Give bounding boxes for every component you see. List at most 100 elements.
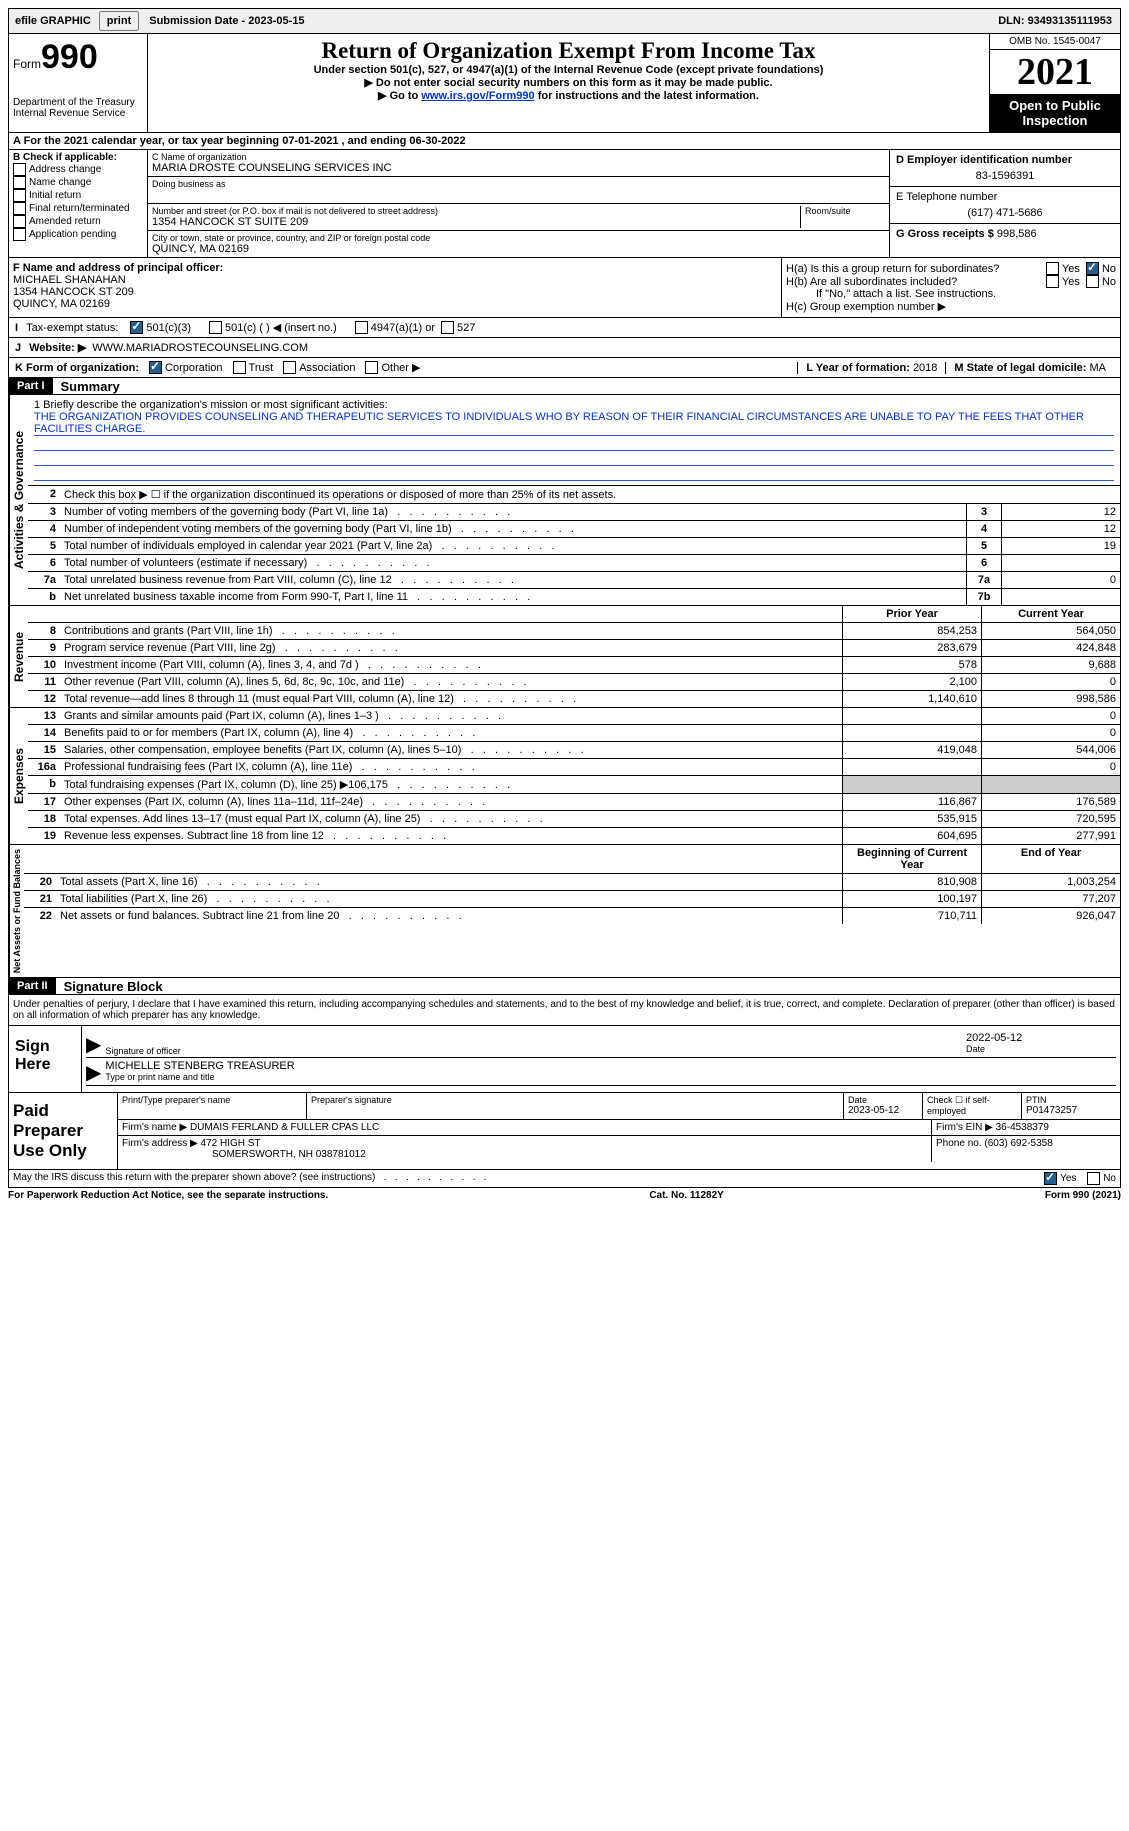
form990-link[interactable]: www.irs.gov/Form990	[421, 90, 534, 102]
line-item: 20 Total assets (Part X, line 16) 810,90…	[24, 874, 1120, 891]
form-number: 990	[41, 38, 98, 76]
city-state-zip: QUINCY, MA 02169	[152, 243, 885, 255]
check-final: Final return/terminated	[13, 202, 143, 215]
firm-addr2: SOMERSWORTH, NH 038781012	[122, 1149, 927, 1160]
part1-header: Part I Summary	[8, 378, 1121, 395]
line-item: 13 Grants and similar amounts paid (Part…	[28, 708, 1120, 725]
part2-header: Part II Signature Block	[8, 978, 1121, 995]
efile-label: efile GRAPHIC	[9, 13, 97, 29]
period-row: A For the 2021 calendar year, or tax yea…	[8, 133, 1121, 150]
paid-preparer: Paid Preparer Use Only Print/Type prepar…	[8, 1093, 1121, 1170]
irs-label: Internal Revenue Service	[13, 108, 143, 119]
submission-date: Submission Date - 2023-05-15	[141, 15, 312, 27]
officer-addr1: 1354 HANCOCK ST 209	[13, 286, 777, 298]
officer-addr2: QUINCY, MA 02169	[13, 298, 777, 310]
check-corp[interactable]	[149, 361, 162, 374]
website-url: WWW.MARIADROSTECOUNSELING.COM	[92, 342, 308, 354]
form-subtitle: Under section 501(c), 527, or 4947(a)(1)…	[152, 64, 985, 76]
firm-name: DUMAIS FERLAND & FULLER CPAS LLC	[190, 1122, 379, 1133]
col-deg: D Employer identification number 83-1596…	[890, 150, 1120, 257]
col-f: F Name and address of principal officer:…	[9, 258, 782, 317]
form-header: Form990 Department of the Treasury Inter…	[8, 34, 1121, 133]
line-item: 21 Total liabilities (Part X, line 26) 1…	[24, 891, 1120, 908]
footer: For Paperwork Reduction Act Notice, see …	[8, 1188, 1121, 1203]
tax-year: 2021	[990, 50, 1120, 94]
check-assoc[interactable]	[283, 361, 296, 374]
discuss-row: May the IRS discuss this return with the…	[8, 1170, 1121, 1188]
sign-here: Sign Here ▶ Signature of officer 2022-05…	[8, 1026, 1121, 1093]
tax-status-row: I Tax-exempt status: 501(c)(3) 501(c) ( …	[8, 318, 1121, 338]
state-domicile: MA	[1090, 362, 1107, 374]
check-527[interactable]	[441, 321, 454, 334]
firm-ein: 36-4538379	[996, 1122, 1049, 1133]
ha-yes[interactable]	[1046, 262, 1059, 275]
dln: DLN: 93493135111953	[998, 15, 1120, 27]
col-c: C Name of organization MARIA DROSTE COUN…	[148, 150, 890, 257]
discuss-no[interactable]	[1087, 1172, 1100, 1185]
line-item: 12 Total revenue—add lines 8 through 11 …	[28, 691, 1120, 707]
arrow-icon: ▶	[86, 1032, 105, 1057]
line-item: 19 Revenue less expenses. Subtract line …	[28, 828, 1120, 844]
line-item: 22 Net assets or fund balances. Subtract…	[24, 908, 1120, 924]
firm-addr1: 472 HIGH ST	[201, 1138, 261, 1149]
website-row: J Website: ▶ WWW.MARIADROSTECOUNSELING.C…	[8, 338, 1121, 358]
line-item: 9 Program service revenue (Part VIII, li…	[28, 640, 1120, 657]
line-item: 14 Benefits paid to or for members (Part…	[28, 725, 1120, 742]
line-item: 16a Professional fundraising fees (Part …	[28, 759, 1120, 776]
check-other[interactable]	[365, 361, 378, 374]
note-ssn: Do not enter social security numbers on …	[152, 76, 985, 89]
dept-label: Department of the Treasury	[13, 97, 143, 108]
section-fh: F Name and address of principal officer:…	[8, 258, 1121, 318]
penalty-text: Under penalties of perjury, I declare th…	[8, 995, 1121, 1026]
street-address: 1354 HANCOCK ST SUITE 209	[152, 216, 800, 228]
note-goto: ▶ Go to www.irs.gov/Form990 for instruct…	[152, 89, 985, 102]
check-pending: Application pending	[13, 228, 143, 241]
gov-line: 6 Total number of volunteers (estimate i…	[28, 555, 1120, 572]
discuss-yes[interactable]	[1044, 1172, 1057, 1185]
line-item: 18 Total expenses. Add lines 13–17 (must…	[28, 811, 1120, 828]
check-address: Address change	[13, 163, 143, 176]
line-item: 10 Investment income (Part VIII, column …	[28, 657, 1120, 674]
header-right: OMB No. 1545-0047 2021 Open to Public In…	[990, 34, 1120, 132]
ein: 83-1596391	[896, 170, 1114, 182]
line-item: 8 Contributions and grants (Part VIII, l…	[28, 623, 1120, 640]
line-item: 15 Salaries, other compensation, employe…	[28, 742, 1120, 759]
check-4947[interactable]	[355, 321, 368, 334]
check-trust[interactable]	[233, 361, 246, 374]
header-left: Form990 Department of the Treasury Inter…	[9, 34, 148, 132]
gov-line: b Net unrelated business taxable income …	[28, 589, 1120, 605]
mission-box: 1 Briefly describe the organization's mi…	[28, 395, 1120, 486]
ha-no[interactable]	[1086, 262, 1099, 275]
form-title: Return of Organization Exempt From Incom…	[152, 38, 985, 64]
revenue-section: Revenue Prior Year Current Year 8 Contri…	[8, 606, 1121, 708]
col-b: B Check if applicable: Address change Na…	[9, 150, 148, 257]
print-button[interactable]: print	[99, 11, 139, 31]
officer-name: MICHAEL SHANAHAN	[13, 274, 777, 286]
header-center: Return of Organization Exempt From Incom…	[148, 34, 990, 132]
line-item: 11 Other revenue (Part VIII, column (A),…	[28, 674, 1120, 691]
line-item: 17 Other expenses (Part IX, column (A), …	[28, 794, 1120, 811]
year-formation: 2018	[913, 362, 937, 374]
form-word: Form	[13, 57, 41, 71]
section-bcdeg: B Check if applicable: Address change Na…	[8, 150, 1121, 258]
top-bar: efile GRAPHIC print Submission Date - 20…	[8, 8, 1121, 34]
gov-line: 3 Number of voting members of the govern…	[28, 504, 1120, 521]
line-item: b Total fundraising expenses (Part IX, c…	[28, 776, 1120, 794]
hb-yes[interactable]	[1046, 275, 1059, 288]
gross-receipts: 998,586	[997, 228, 1037, 240]
expenses-section: Expenses 13 Grants and similar amounts p…	[8, 708, 1121, 845]
hb-no[interactable]	[1086, 275, 1099, 288]
arrow-icon: ▶	[86, 1060, 105, 1085]
check-501c3[interactable]	[130, 321, 143, 334]
dba-value	[152, 189, 885, 201]
netassets-section: Net Assets or Fund Balances Beginning of…	[8, 845, 1121, 978]
k-row: K Form of organization: Corporation Trus…	[8, 358, 1121, 378]
col-h: H(a) Is this a group return for subordin…	[782, 258, 1120, 317]
check-501c[interactable]	[209, 321, 222, 334]
ptin: P01473257	[1026, 1105, 1116, 1116]
activities-governance: Activities & Governance 1 Briefly descri…	[8, 395, 1121, 606]
mission-text: THE ORGANIZATION PROVIDES COUNSELING AND…	[34, 411, 1114, 436]
check-initial: Initial return	[13, 189, 143, 202]
omb-number: OMB No. 1545-0047	[990, 34, 1120, 50]
check-amended: Amended return	[13, 215, 143, 228]
